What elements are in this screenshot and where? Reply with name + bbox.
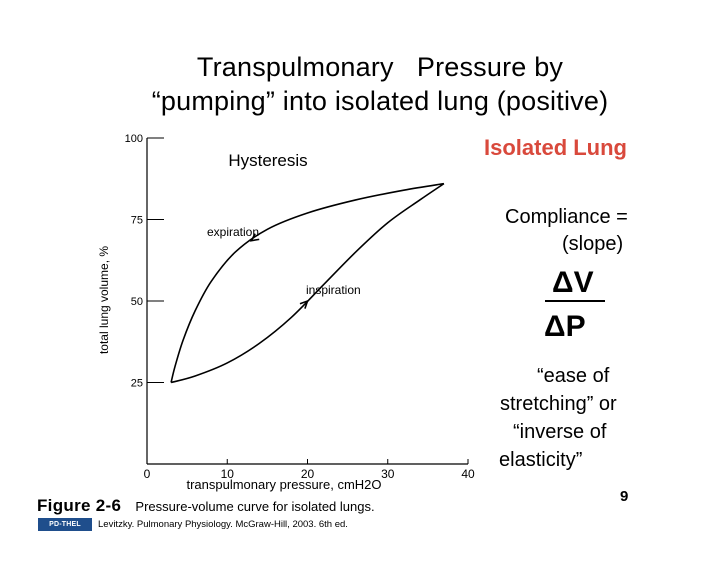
page-number: 9	[620, 488, 629, 505]
chart-title: Hysteresis	[228, 151, 307, 170]
figure-label: Figure 2-6	[37, 496, 122, 515]
inverse-line-1: “inverse of	[513, 421, 607, 443]
x-axis-label: transpulmonary pressure, cmH2O	[186, 477, 381, 492]
figure-caption: Figure 2-6 Pressure-volume curve for iso…	[37, 496, 375, 516]
publisher-logo: PD-THEL	[38, 517, 92, 531]
x-tick-label: 0	[144, 467, 151, 481]
inverse-line-2: elasticity”	[499, 449, 583, 471]
slide-title: Transpulmonary Pressure by “pumping” int…	[60, 50, 700, 118]
series-label-expiration: expiration	[207, 225, 259, 239]
figure-description: Pressure-volume curve for isolated lungs…	[135, 499, 375, 514]
y-tick-label: 75	[131, 215, 143, 227]
ease-line-1: “ease of	[537, 365, 610, 387]
arrow-expiration	[249, 233, 260, 242]
y-tick-label: 50	[131, 296, 143, 308]
series-label-inspiration: inspiration	[306, 283, 361, 297]
compliance-label: Compliance =	[505, 206, 628, 228]
title-line-1: Transpulmonary Pressure by	[196, 52, 564, 82]
x-tick-label: 30	[381, 467, 395, 481]
ease-line-2: stretching” or	[500, 393, 617, 415]
y-tick-label: 100	[125, 133, 143, 145]
chart-curves	[170, 182, 445, 384]
slope-label: (slope)	[562, 233, 624, 255]
reference-text: Levitzky. Pulmonary Physiology. McGraw-H…	[98, 518, 348, 530]
isolated-lung-heading: Isolated Lung	[484, 135, 627, 160]
series-line-expiration	[170, 182, 445, 383]
x-tick-label: 10	[221, 467, 235, 481]
title-line-2: “pumping” into isolated lung (positive)	[151, 86, 609, 116]
delta-v: ΔV	[552, 266, 594, 299]
x-tick-label: 40	[461, 467, 475, 481]
arrow-inspiration	[299, 299, 309, 309]
x-tick-label: 20	[301, 467, 315, 481]
y-tick-label: 25	[131, 378, 143, 390]
fraction-bar	[545, 300, 605, 302]
reference-line: PD-THEL Levitzky. Pulmonary Physiology. …	[38, 517, 348, 531]
delta-p: ΔP	[544, 310, 586, 343]
y-axis-label: total lung volume, %	[97, 246, 111, 354]
chart-ticks: 0 10 20 30 40 25 50 75 100	[125, 133, 475, 481]
